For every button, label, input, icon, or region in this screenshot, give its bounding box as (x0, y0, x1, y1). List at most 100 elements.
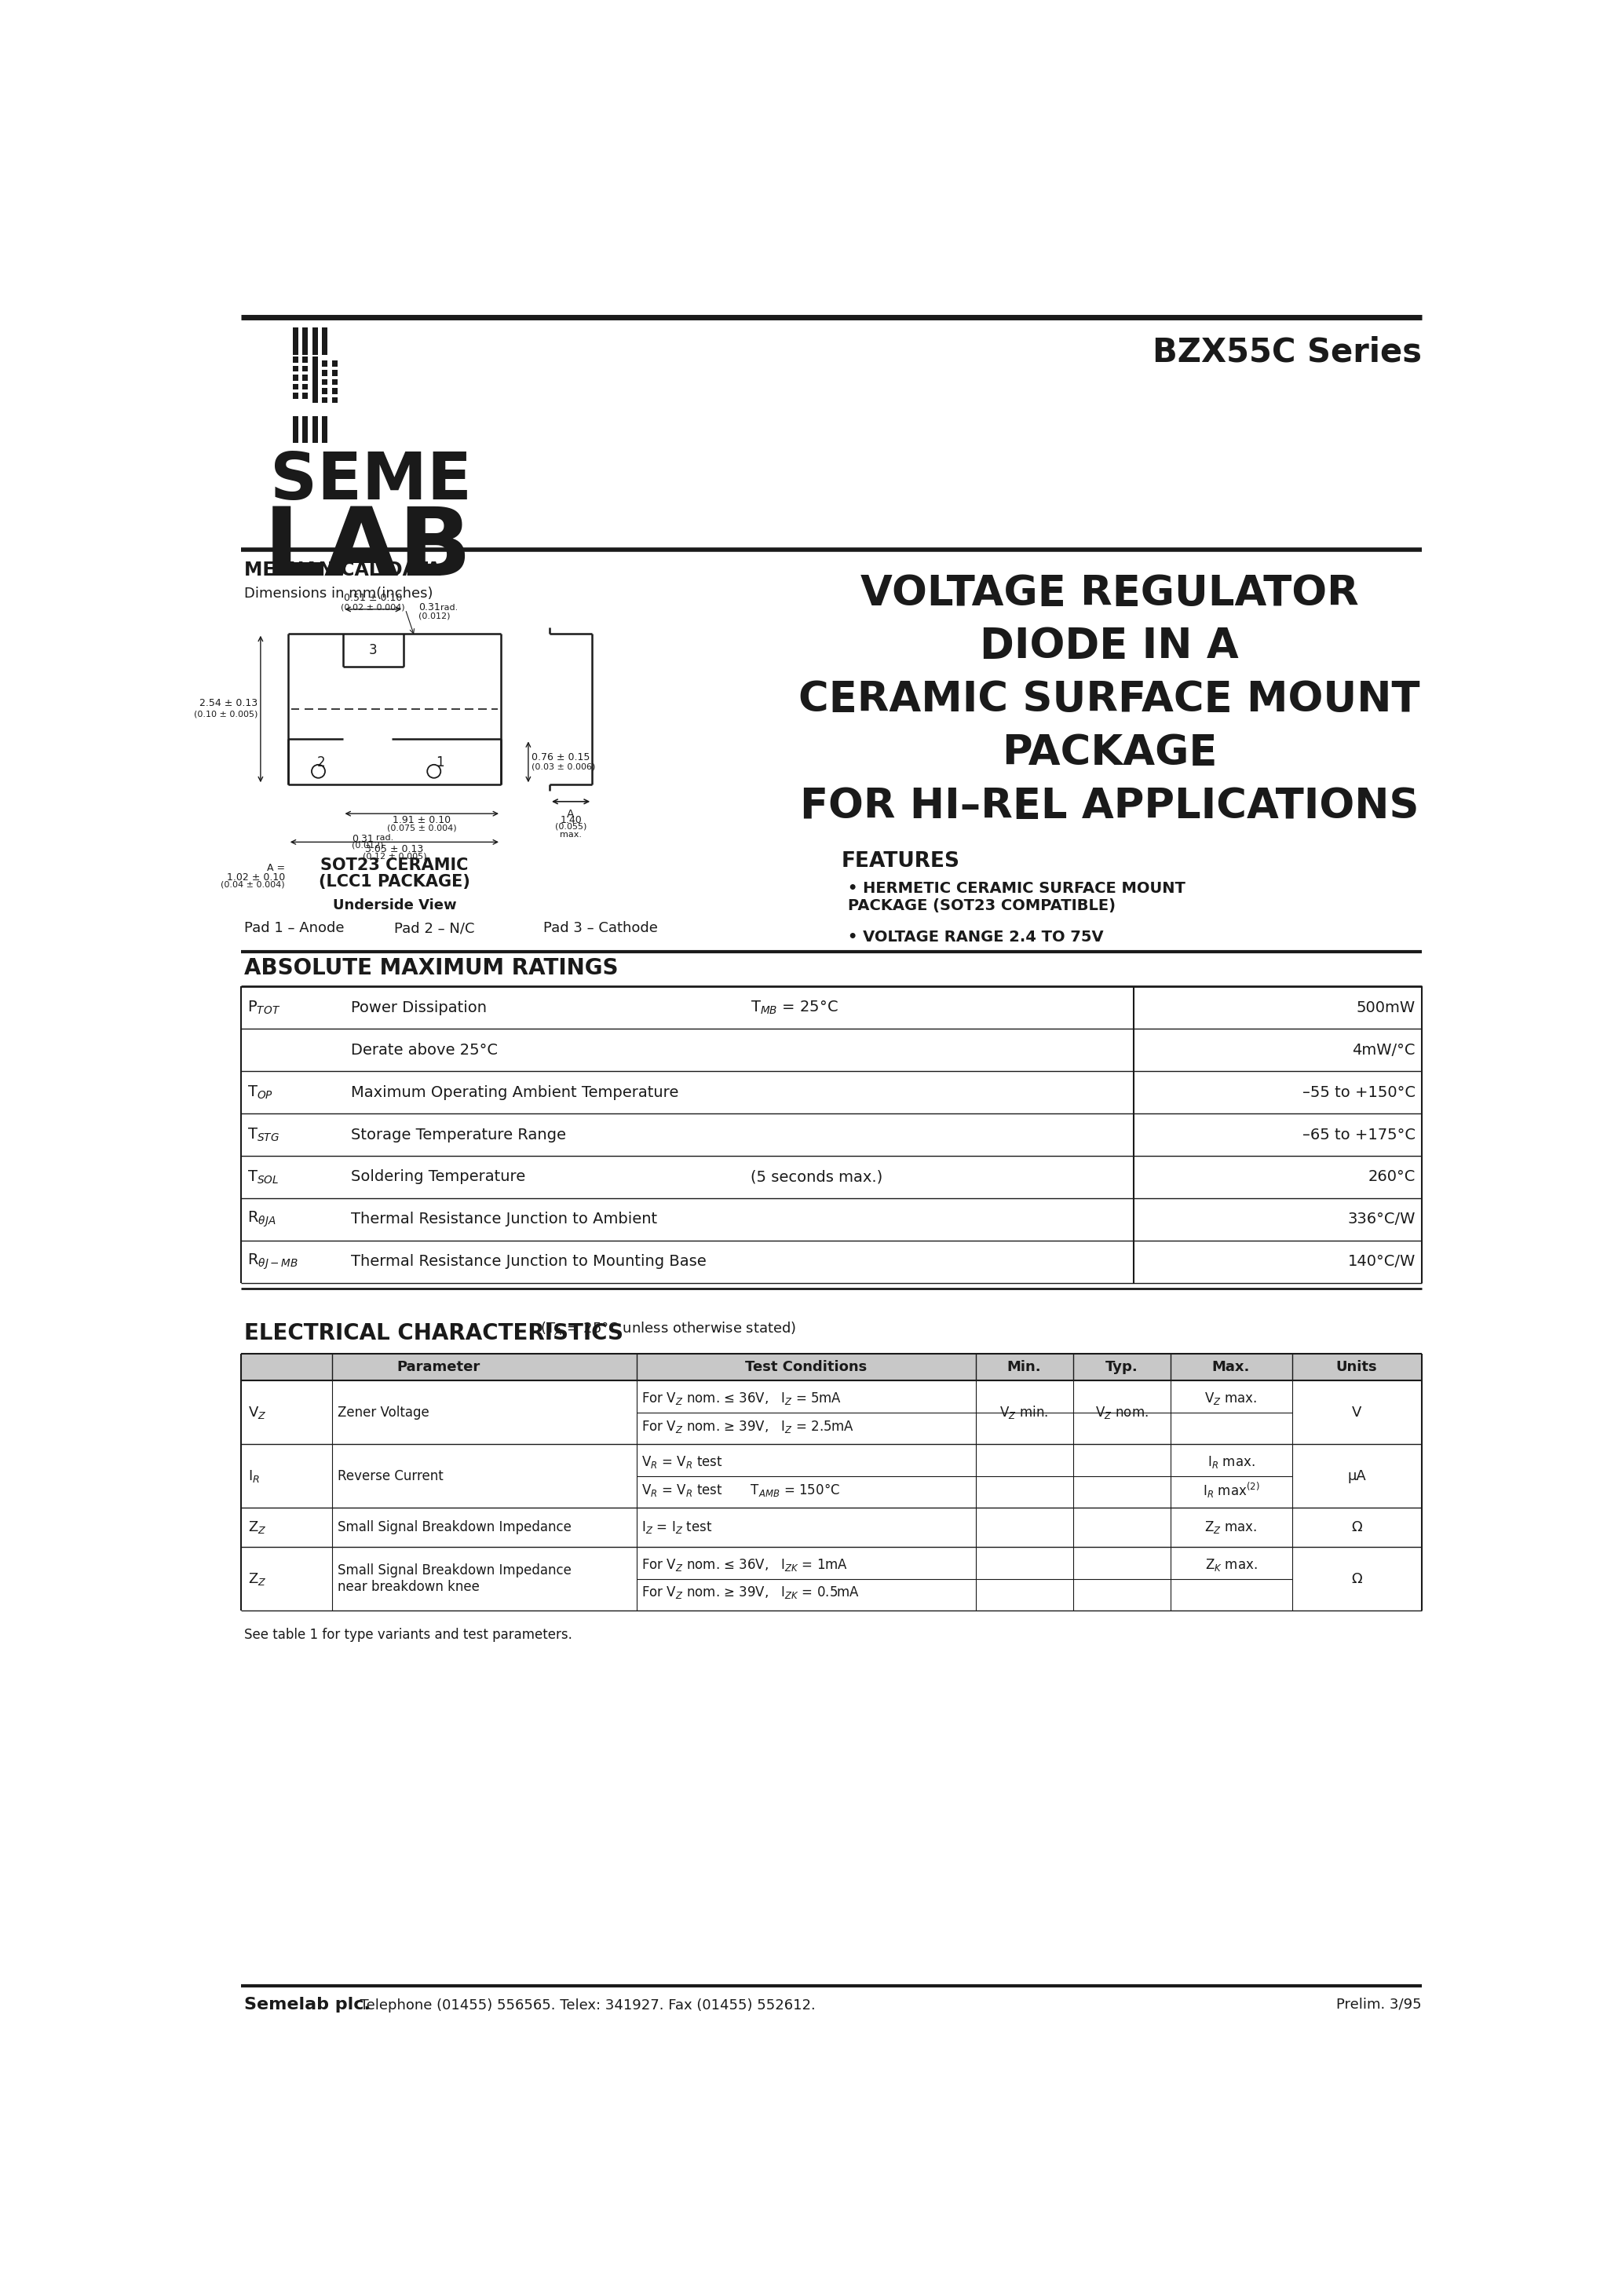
Text: T$_{SOL}$: T$_{SOL}$ (247, 1169, 279, 1185)
Text: V$_Z$ nom.: V$_Z$ nom. (1095, 1405, 1148, 1421)
Bar (313, 356, 318, 363)
Text: • VOLTAGE RANGE 2.4 TO 75V: • VOLTAGE RANGE 2.4 TO 75V (848, 930, 1103, 944)
Text: R$_{\theta JA}$: R$_{\theta JA}$ (247, 1210, 276, 1228)
Text: 336°C/W: 336°C/W (1348, 1212, 1416, 1226)
Text: ELECTRICAL CHARACTERISTICS: ELECTRICAL CHARACTERISTICS (245, 1322, 623, 1343)
Text: –65 to +175°C: –65 to +175°C (1302, 1127, 1416, 1141)
Bar (333, 379, 337, 386)
Bar (294, 393, 298, 400)
Text: Derate above 25°C: Derate above 25°C (350, 1042, 498, 1058)
Text: (0.075 ± 0.004): (0.075 ± 0.004) (388, 824, 456, 831)
Text: Max.: Max. (1212, 1359, 1251, 1375)
Text: 3.05 ± 0.13: 3.05 ± 0.13 (365, 845, 423, 854)
Bar (242, 1355, 1421, 1380)
Bar (303, 374, 308, 381)
Text: Small Signal Breakdown Impedance: Small Signal Breakdown Impedance (337, 1520, 571, 1534)
Text: V$_R$ = V$_R$ test       T$_{AMB}$ = 150°C: V$_R$ = V$_R$ test T$_{AMB}$ = 150°C (641, 1481, 840, 1499)
Bar (313, 416, 318, 443)
Text: Thermal Resistance Junction to Mounting Base: Thermal Resistance Junction to Mounting … (350, 1254, 706, 1270)
Text: (0.012): (0.012) (352, 840, 384, 850)
Text: T$_{STG}$: T$_{STG}$ (247, 1127, 279, 1143)
Text: Thermal Resistance Junction to Ambient: Thermal Resistance Junction to Ambient (350, 1212, 657, 1226)
Text: Prelim. 3/95: Prelim. 3/95 (1337, 1998, 1421, 2011)
Text: SOT23 CERAMIC: SOT23 CERAMIC (321, 856, 469, 872)
Text: rad.: rad. (376, 833, 394, 840)
Bar (294, 328, 298, 354)
Text: Maximum Operating Ambient Temperature: Maximum Operating Ambient Temperature (350, 1086, 678, 1100)
Text: Storage Temperature Range: Storage Temperature Range (350, 1127, 566, 1141)
Text: 0.51 ± 0.10: 0.51 ± 0.10 (344, 592, 402, 604)
Text: –55 to +150°C: –55 to +150°C (1302, 1086, 1416, 1100)
Text: Ω: Ω (1351, 1573, 1362, 1587)
Text: See table 1 for type variants and test parameters.: See table 1 for type variants and test p… (245, 1628, 573, 1642)
Text: LAB: LAB (264, 503, 472, 595)
Text: I$_Z$ = I$_Z$ test: I$_Z$ = I$_Z$ test (641, 1520, 712, 1536)
Text: T$_{MB}$ = 25°C: T$_{MB}$ = 25°C (751, 999, 839, 1017)
Bar (294, 365, 298, 372)
Bar (333, 397, 337, 404)
Text: I$_R$: I$_R$ (248, 1467, 260, 1483)
Text: V$_Z$: V$_Z$ (248, 1405, 266, 1421)
Text: 0.31: 0.31 (418, 602, 441, 613)
Bar (323, 388, 328, 395)
Text: 4mW/°C: 4mW/°C (1353, 1042, 1416, 1058)
Bar (294, 383, 298, 390)
Text: FOR HI–REL APPLICATIONS: FOR HI–REL APPLICATIONS (800, 785, 1419, 827)
Bar (303, 328, 308, 354)
Text: V$_Z$ max.: V$_Z$ max. (1205, 1391, 1257, 1407)
Bar (323, 397, 328, 404)
Text: A: A (568, 808, 574, 820)
Text: Min.: Min. (1007, 1359, 1041, 1375)
Text: V: V (1351, 1405, 1361, 1419)
Text: Small Signal Breakdown Impedance
near breakdown knee: Small Signal Breakdown Impedance near br… (337, 1564, 571, 1593)
Text: 1.40: 1.40 (560, 815, 582, 824)
Bar (333, 370, 337, 377)
Bar (313, 360, 318, 367)
Bar (303, 393, 308, 400)
Text: For V$_Z$ nom. ≤ 36V,   I$_{ZK}$ = 1mA: For V$_Z$ nom. ≤ 36V, I$_{ZK}$ = 1mA (641, 1557, 848, 1573)
Bar (294, 416, 298, 443)
Text: R$_{\theta J-MB}$: R$_{\theta J-MB}$ (247, 1251, 298, 1272)
Text: Zener Voltage: Zener Voltage (337, 1405, 428, 1419)
Text: (T$_{A}$ = 25°C unless otherwise stated): (T$_{A}$ = 25°C unless otherwise stated) (537, 1320, 796, 1336)
Text: Units: Units (1337, 1359, 1377, 1375)
Bar (323, 416, 328, 443)
Bar (313, 397, 318, 404)
Bar (313, 393, 318, 400)
Bar (303, 365, 308, 372)
Text: Test Conditions: Test Conditions (744, 1359, 868, 1375)
Text: (0.10 ± 0.005): (0.10 ± 0.005) (193, 709, 258, 719)
Bar (313, 383, 318, 390)
Bar (333, 360, 337, 367)
Bar (313, 328, 318, 354)
Text: Telephone (01455) 556565. Telex: 341927. Fax (01455) 552612.: Telephone (01455) 556565. Telex: 341927.… (350, 1998, 816, 2011)
Text: I$_R$ max.: I$_R$ max. (1207, 1453, 1255, 1469)
Text: 0.31: 0.31 (352, 833, 373, 845)
Bar (294, 374, 298, 381)
Text: 2.54 ± 0.13: 2.54 ± 0.13 (200, 698, 258, 707)
Bar (323, 328, 328, 354)
Text: Semelab plc.: Semelab plc. (245, 1998, 370, 2014)
Text: For V$_Z$ nom. ≥ 39V,   I$_Z$ = 2.5mA: For V$_Z$ nom. ≥ 39V, I$_Z$ = 2.5mA (641, 1419, 853, 1435)
Bar (303, 416, 308, 443)
Text: SEME: SEME (269, 450, 472, 512)
Bar (313, 365, 318, 372)
Text: Z$_K$ max.: Z$_K$ max. (1205, 1557, 1257, 1573)
Text: Pad 2 – N/C: Pad 2 – N/C (394, 921, 474, 934)
Text: Z$_Z$: Z$_Z$ (248, 1570, 266, 1587)
Text: • HERMETIC CERAMIC SURFACE MOUNT
PACKAGE (SOT23 COMPATIBLE): • HERMETIC CERAMIC SURFACE MOUNT PACKAGE… (848, 882, 1186, 914)
Text: T$_{OP}$: T$_{OP}$ (247, 1084, 272, 1100)
Text: V$_Z$ min.: V$_Z$ min. (999, 1405, 1048, 1421)
Text: Dimensions in mm(inches): Dimensions in mm(inches) (245, 585, 433, 602)
Text: Parameter: Parameter (397, 1359, 480, 1375)
Bar (323, 370, 328, 377)
Text: Pad 3 – Cathode: Pad 3 – Cathode (543, 921, 659, 934)
Text: I$_R$ max$^{(2)}$: I$_R$ max$^{(2)}$ (1202, 1481, 1260, 1499)
Text: MECHANICAL DATA: MECHANICAL DATA (245, 560, 441, 581)
Text: FEATURES: FEATURES (842, 852, 960, 872)
Text: 0.76 ± 0.15: 0.76 ± 0.15 (532, 753, 590, 762)
Text: (0.055): (0.055) (555, 822, 587, 831)
Text: Z$_Z$: Z$_Z$ (248, 1520, 266, 1536)
Text: VOLTAGE REGULATOR: VOLTAGE REGULATOR (860, 574, 1359, 613)
Text: DIODE IN A: DIODE IN A (980, 627, 1239, 668)
